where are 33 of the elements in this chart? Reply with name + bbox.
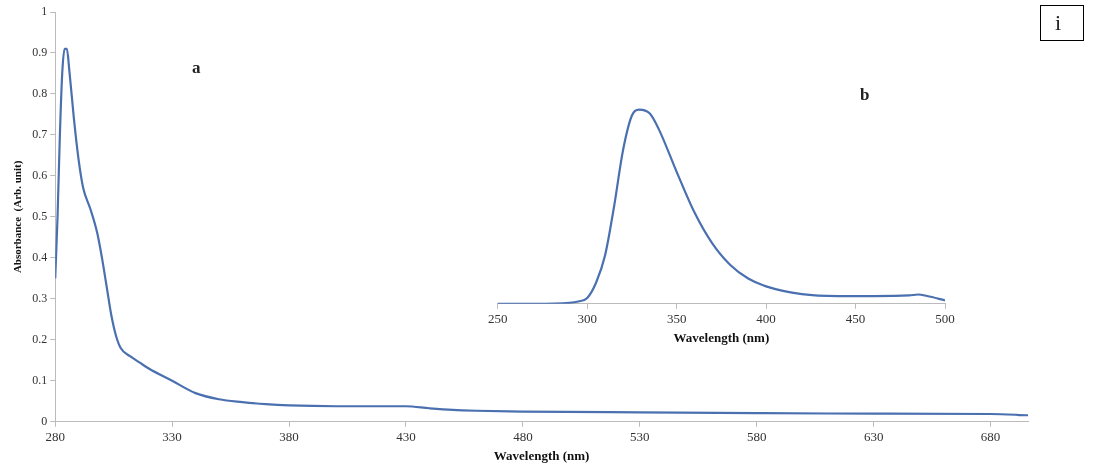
- y-tick-label: 0.9: [32, 45, 48, 60]
- y-tick-label: 0.8: [32, 86, 48, 101]
- x-tick-label: 330: [162, 429, 182, 445]
- x-tick-label: 300: [577, 311, 597, 327]
- y-axis-title: Absorbance (Arb. unit): [11, 160, 25, 274]
- x-tick-label: 480: [513, 429, 533, 445]
- text: i: [1040, 5, 1085, 41]
- x-tick-label: 500: [935, 311, 955, 327]
- y-tick-label: 0.6: [32, 168, 48, 183]
- x-tick-label: 580: [746, 429, 767, 445]
- y-tick-label: 0.4: [32, 250, 48, 265]
- x-tick-label: 450: [845, 311, 866, 327]
- x-tick-label: 280: [45, 429, 65, 445]
- y-tick-label: 1: [41, 4, 48, 19]
- x-tick-label: 630: [863, 429, 884, 445]
- y-tick-label: 0.3: [32, 291, 48, 306]
- x-tick-label: 380: [279, 429, 299, 445]
- annotation: a: [192, 58, 201, 78]
- x-axis-title: Wavelength (nm): [673, 329, 770, 345]
- x-tick-label: 430: [396, 429, 416, 445]
- y-tick-label: 0.5: [32, 209, 48, 224]
- y-tick-label: 0.2: [32, 332, 48, 346]
- x-tick-label: 530: [630, 429, 650, 445]
- y-tick-label: 0: [41, 413, 48, 428]
- x-tick-label: 680: [980, 429, 1001, 445]
- x-axis-title: Wavelength (nm): [493, 447, 590, 463]
- x-tick-label: 400: [756, 311, 776, 327]
- y-tick-label: 0.7: [32, 127, 48, 142]
- annotation: b: [860, 85, 870, 105]
- line-series: [55, 47, 1028, 417]
- y-tick-label: 0.1: [32, 372, 48, 387]
- x-tick-label: 350: [666, 311, 687, 327]
- x-tick-label: 250: [488, 311, 508, 327]
